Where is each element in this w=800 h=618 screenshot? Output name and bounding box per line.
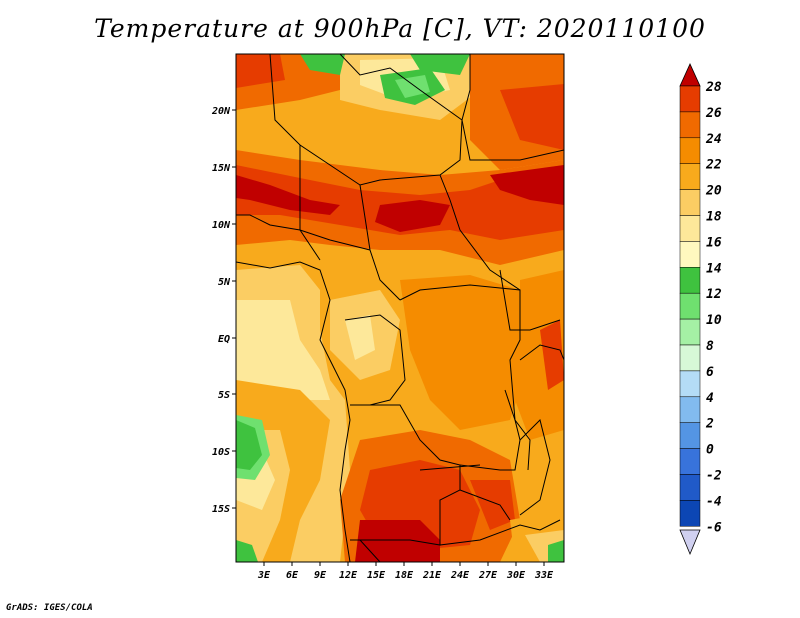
- colorbar-segment: [679, 137, 701, 164]
- colorbar-segment: [679, 448, 701, 475]
- lat-label: 15N: [212, 163, 231, 174]
- lat-label: 10S: [212, 447, 230, 458]
- colorbar-label: -2: [706, 469, 722, 484]
- colorbar-label: 4: [706, 391, 714, 406]
- lat-label: 15S: [212, 504, 230, 515]
- colorbar-label: 20: [705, 184, 722, 199]
- chart-title: Temperature at 900hPa [C], VT: 202011010…: [94, 14, 706, 43]
- temperature-field: [236, 54, 564, 562]
- colorbar-segment: [679, 292, 701, 320]
- colorbar-label: 18: [706, 210, 722, 225]
- lon-label: 6E: [286, 570, 299, 581]
- colorbar-label: 24: [705, 132, 722, 147]
- lat-label: 10N: [212, 220, 231, 231]
- lon-label: 15E: [367, 570, 386, 581]
- colorbar-segment: [679, 474, 701, 501]
- map-frame: [235, 53, 565, 563]
- credit-text: GrADS: IGES/COLA: [6, 603, 93, 613]
- lat-label: EQ: [218, 334, 230, 345]
- colorbar-segment: [679, 241, 701, 268]
- colorbar-segment: [679, 370, 701, 398]
- lon-label: 33E: [534, 570, 554, 581]
- colorbar-label: 28: [705, 80, 722, 95]
- colorbar-label: 2: [705, 417, 714, 432]
- colorbar-label: 16: [706, 235, 722, 250]
- colorbar-label: 14: [706, 261, 722, 276]
- colorbar-label: 6: [706, 365, 714, 380]
- colorbar-segment: [679, 267, 701, 294]
- colorbar-segment: [679, 500, 701, 527]
- colorbar-label: -4: [706, 494, 722, 509]
- colorbar-segment: [679, 318, 701, 346]
- colorbar-label: 12: [706, 287, 722, 302]
- colorbar-label: -6: [706, 520, 722, 535]
- lon-label: 27E: [478, 570, 498, 581]
- lon-label: 24E: [450, 570, 470, 581]
- lon-ticks: [263, 562, 545, 566]
- lon-label: 18E: [395, 570, 414, 581]
- colorbar-label: 0: [706, 443, 714, 458]
- country-borders: [236, 54, 564, 562]
- colorbar-segment: [679, 396, 701, 423]
- colorbar-label: 8: [706, 339, 714, 354]
- colorbar-segment: [679, 189, 701, 216]
- colorbar-segment: [679, 163, 701, 190]
- lon-label: 9E: [314, 570, 327, 581]
- colorbar-bottom-arrow: [679, 529, 701, 556]
- lon-label: 21E: [422, 570, 442, 581]
- lat-label: 20N: [211, 106, 231, 117]
- colorbar-top-arrow: [679, 63, 701, 87]
- colorbar: 28 26 24 22 20 18 16 14 12 10 8 6 4 2 0 …: [679, 63, 722, 556]
- colorbar-segment: [679, 422, 701, 449]
- lon-label: 12E: [339, 570, 358, 581]
- colorbar-segment: [679, 111, 701, 139]
- colorbar-label: 22: [705, 158, 722, 173]
- lon-label: 30E: [506, 570, 526, 581]
- colorbar-label: 26: [705, 106, 722, 121]
- lat-label: 5N: [218, 277, 231, 288]
- colorbar-label: 10: [706, 313, 722, 328]
- lat-ticks: [232, 109, 236, 509]
- lat-label: 5S: [218, 390, 230, 401]
- colorbar-segment: [679, 215, 701, 242]
- colorbar-segment: [679, 344, 701, 372]
- colorbar-segment: [679, 85, 701, 113]
- lon-label: 3E: [257, 570, 271, 581]
